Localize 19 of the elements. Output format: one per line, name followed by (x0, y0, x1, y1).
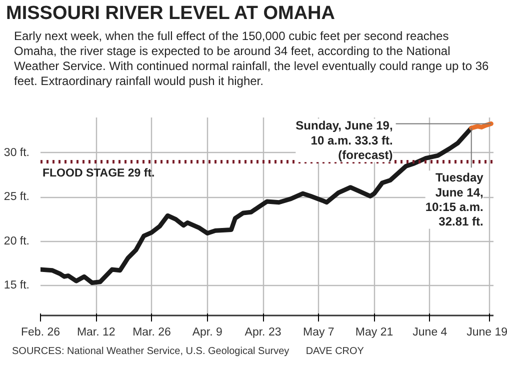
x-tick-label: May 21 (355, 326, 394, 339)
x-tick-label: June 4 (412, 326, 448, 339)
x-tick-label: Mar. 12 (76, 326, 116, 339)
x-tick-label: Mar. 26 (132, 326, 171, 339)
y-tick-label: 15 ft. (4, 280, 30, 292)
x-tick-label: Apr. 23 (244, 326, 282, 339)
x-tick-label: Feb. 26 (21, 326, 60, 339)
ref-line-label: FLOOD STAGE 29 ft. (42, 168, 155, 180)
x-tick-label: Apr. 9 (192, 326, 222, 339)
x-tick-label: June 19 (466, 326, 507, 339)
y-tick-label: 20 ft. (4, 235, 30, 248)
x-tick-label: May 7 (303, 326, 334, 339)
annotation: Sunday, June 19, 10 a.m. 33.3 ft. (forecast) (296, 118, 393, 162)
y-tick-label: 30 ft. (4, 147, 30, 159)
annotation: Tuesday June 14, 10:15 a.m. 32.81 ft. (425, 170, 484, 229)
y-tick-label: 25 ft. (4, 191, 30, 204)
chart-title: MISSOURI RIVER LEVEL AT OMAHA (6, 2, 336, 26)
text: SOURCES: National Weather Service, U.S. Geological Survey DAVE CROY (12, 346, 364, 358)
chart-subtitle: Early next week, when the full effect of the 150,000 cubic feet per second reaches Omaha, the river stage is expected to be around 34 feet, according to the National Weather Service. With continued normal rainfall, the level eventually could range up to 36 feet. Extraordinary rainfall would push it higher. (14, 29, 490, 90)
